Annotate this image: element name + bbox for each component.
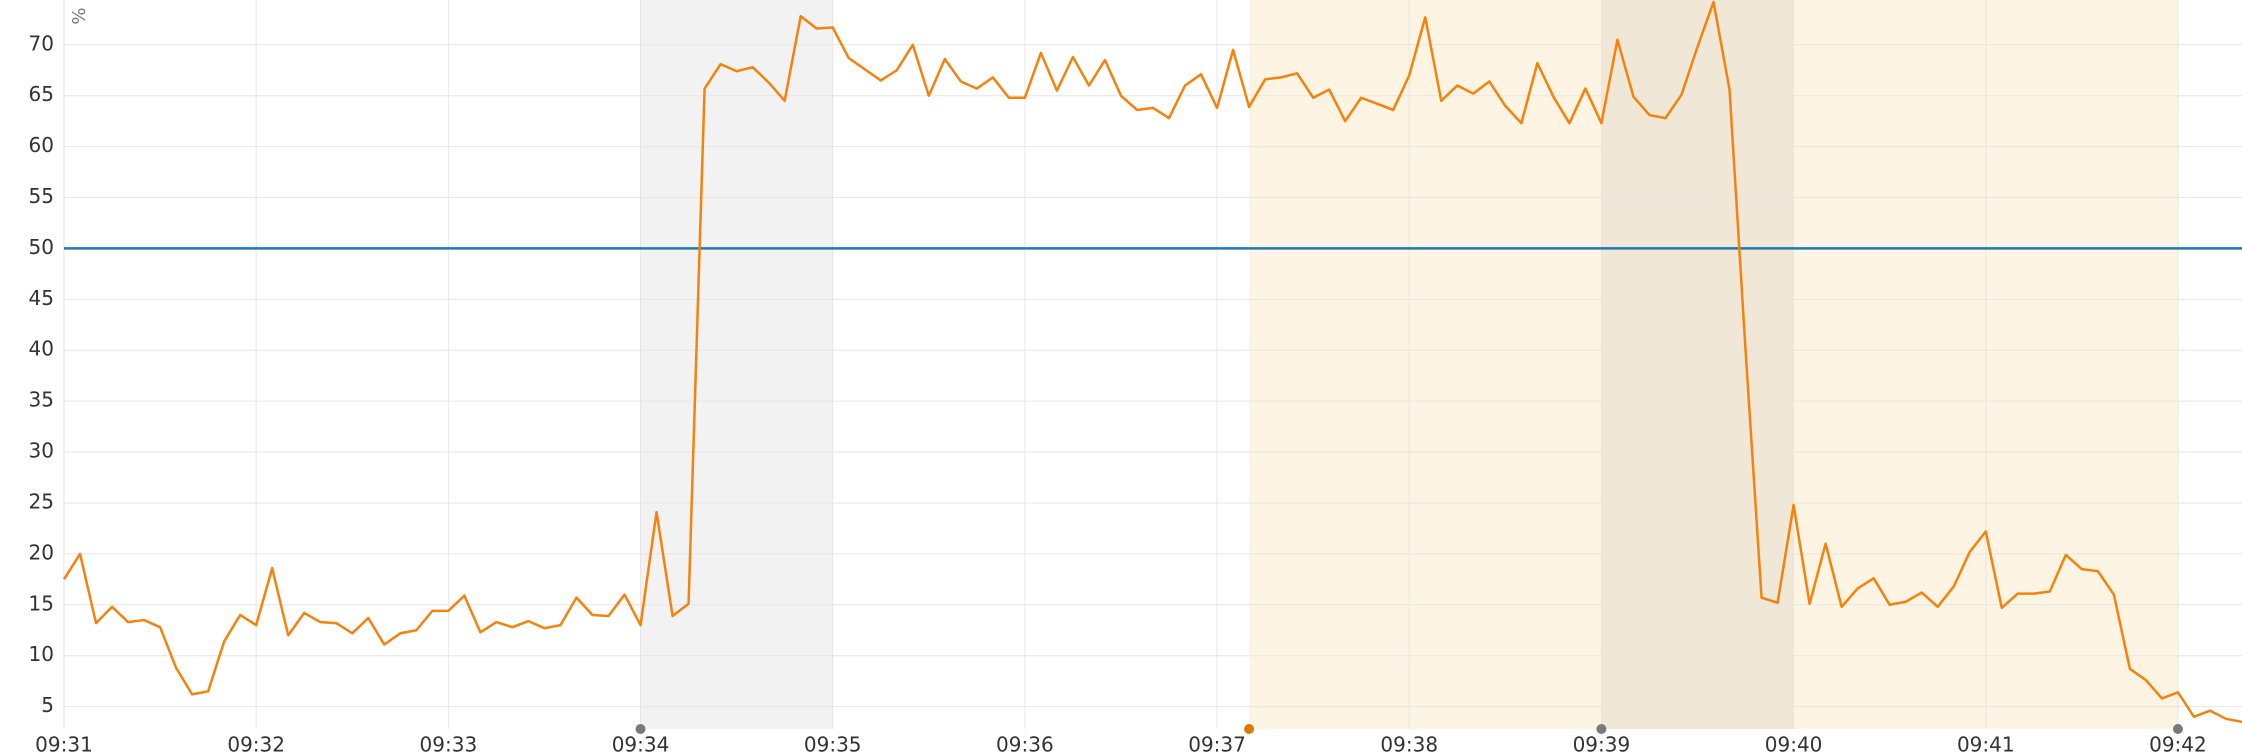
event-marker [1244,724,1255,734]
x-tick-label: 09:33 [420,733,478,756]
data-line [62,0,2242,724]
x-tick-label: 09:40 [1765,733,1823,756]
y-tick-label: 65 [29,82,54,106]
y-tick-label: 30 [29,439,54,463]
y-axis-label: % [69,7,90,24]
y-tick-label: 55 [29,184,54,208]
y-tick-label: 70 [29,31,54,55]
y-tick-label: 20 [29,540,54,564]
x-tick-label: 09:31 [35,733,93,756]
x-tick-label: 09:39 [1573,733,1631,756]
y-tick-label: 25 [29,489,54,513]
y-tick-label: 50 [29,235,54,259]
x-tick-label: 09:41 [1957,733,2015,756]
event-marker [635,724,646,734]
y-tick-label: 40 [29,337,54,361]
x-tick-label: 09:34 [612,733,670,756]
highlight-band [1601,0,1794,729]
y-tick-label: 15 [29,591,54,615]
y-tick-label: 45 [29,286,54,310]
event-marker [1596,724,1607,734]
x-tick-label: 09:38 [1380,733,1438,756]
x-tick-label: 09:32 [227,733,285,756]
x-tick-label: 09:37 [1188,733,1246,756]
x-tick-label: 09:36 [996,733,1054,756]
highlight-band [640,0,833,729]
y-tick-label: 35 [29,388,54,412]
y-tick-label: 5 [41,693,54,717]
highlight-band [1249,0,2178,729]
x-tick-label: 09:35 [804,733,862,756]
event-marker [2172,724,2183,734]
y-tick-label: 60 [29,133,54,157]
y-tick-label: 10 [29,642,54,666]
x-tick-label: 09:42 [2149,733,2207,756]
